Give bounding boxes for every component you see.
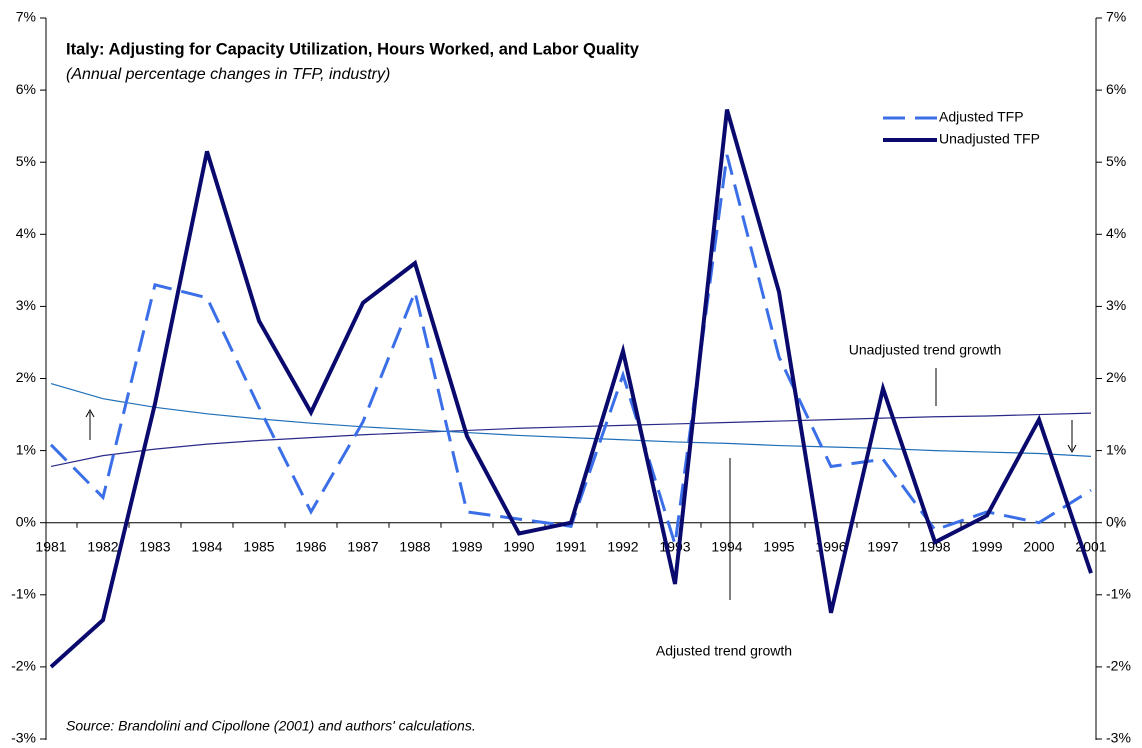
y-tick-label: 7% <box>16 9 36 25</box>
source-note: Source: Brandolini and Cipollone (2001) … <box>66 718 476 734</box>
x-tick-label: 1996 <box>815 538 846 554</box>
x-tick-label: 1983 <box>139 538 170 554</box>
y-tick-label: 3% <box>16 297 36 313</box>
x-tick-label: 1992 <box>607 538 638 554</box>
y2-tick-label: 2% <box>1106 369 1126 385</box>
series-line <box>50 382 1092 457</box>
series-line <box>49 109 1093 669</box>
y-tick-label: -1% <box>11 586 36 602</box>
chart-subtitle: (Annual percentage changes in TFP, indus… <box>66 66 390 83</box>
x-tick-label: 1982 <box>87 538 118 554</box>
x-tick-label: 1987 <box>347 538 378 554</box>
y2-tick-label: 1% <box>1106 441 1126 457</box>
y2-tick-label: 5% <box>1106 153 1126 169</box>
legend-label: Unadjusted TFP <box>939 131 1040 147</box>
y-tick-label: 6% <box>16 81 36 97</box>
y-tick-label: 4% <box>16 225 36 241</box>
x-tick-label: 1997 <box>867 538 898 554</box>
y-tick-label: 0% <box>16 513 36 529</box>
y-tick-label: 2% <box>16 369 36 385</box>
x-tick-label: 1985 <box>243 538 274 554</box>
series-line <box>50 412 1092 468</box>
x-tick-label: 1991 <box>555 538 586 554</box>
y-tick-label: 1% <box>16 441 36 457</box>
x-tick-label: 1988 <box>399 538 430 554</box>
y2-tick-label: 6% <box>1106 81 1126 97</box>
annotation: Unadjusted trend growth <box>849 342 1002 358</box>
x-tick-label: 1994 <box>711 538 742 554</box>
y-tick-label: -3% <box>11 730 36 746</box>
arrow-down-head <box>1067 444 1077 454</box>
x-tick-label: 1990 <box>503 538 534 554</box>
x-tick-label: 1995 <box>763 538 794 554</box>
y2-tick-label: -3% <box>1106 730 1131 746</box>
y2-tick-label: 0% <box>1106 513 1126 529</box>
y-tick-label: 5% <box>16 153 36 169</box>
legend-label: Adjusted TFP <box>939 109 1024 125</box>
y2-tick-label: 3% <box>1106 297 1126 313</box>
x-tick-label: 2000 <box>1023 538 1054 554</box>
y2-tick-label: 7% <box>1106 9 1126 25</box>
x-tick-label: 1981 <box>35 538 66 554</box>
series-line <box>49 154 1092 545</box>
y2-tick-label: 4% <box>1106 225 1126 241</box>
x-tick-label: 1986 <box>295 538 326 554</box>
x-tick-label: 1999 <box>971 538 1002 554</box>
y2-tick-label: -1% <box>1106 586 1131 602</box>
chart-title: Italy: Adjusting for Capacity Utilizatio… <box>66 40 640 58</box>
x-tick-label: 1998 <box>919 538 950 554</box>
x-tick-label: 1984 <box>191 538 222 554</box>
arrow-up-head <box>85 408 95 418</box>
y2-tick-label: -2% <box>1106 658 1131 674</box>
x-tick-label: 1989 <box>451 538 482 554</box>
y-tick-label: -2% <box>11 658 36 674</box>
annotation: Adjusted trend growth <box>656 643 792 659</box>
